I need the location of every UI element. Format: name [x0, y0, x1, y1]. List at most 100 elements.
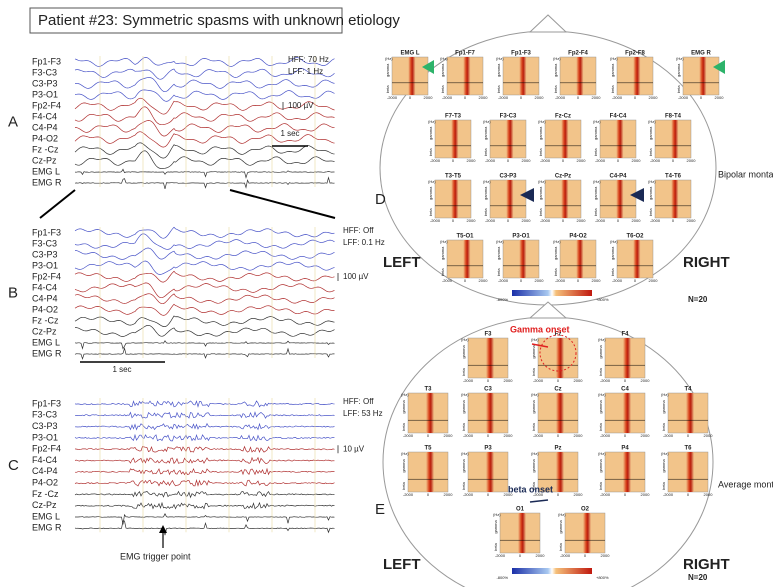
trace — [74, 445, 335, 453]
tile-tick: -2000 — [600, 378, 611, 383]
onset-circle — [539, 334, 577, 372]
tile-unit: (Hz) — [428, 179, 436, 184]
spectrogram-onset — [486, 338, 494, 378]
tile-label: T3-T5 — [445, 174, 462, 180]
tile-unit: (Hz) — [598, 392, 606, 397]
tile-label: Fz-Cz — [555, 114, 571, 120]
tile-tick: 2000 — [444, 433, 454, 438]
tile-tick: 2000 — [444, 492, 454, 497]
spectrogram-onset — [518, 513, 526, 553]
trace — [74, 478, 335, 487]
tile-label: Fp1-F3 — [511, 51, 531, 57]
tile-tick: 0 — [700, 95, 703, 100]
channel-label: F4-C4 — [32, 111, 57, 121]
tile-tick: 2000 — [522, 158, 532, 163]
tile-band: beta — [531, 422, 536, 431]
tile-tick: 0 — [687, 492, 690, 497]
tile-label: P3 — [484, 446, 492, 452]
time-label: 1 sec — [280, 129, 299, 138]
trace — [74, 120, 335, 137]
trace — [74, 131, 335, 148]
tile-label: P4-O2 — [569, 234, 587, 240]
trace — [75, 513, 335, 525]
tile-tick: 0 — [520, 95, 523, 100]
tile-band: gamma — [483, 186, 488, 200]
spectrogram-onset — [408, 57, 416, 95]
tile-label: T3 — [424, 387, 432, 393]
tile-tick: -2000 — [463, 433, 474, 438]
tile-band: beta — [531, 481, 536, 490]
tile-tick: -2000 — [463, 378, 474, 383]
tile-band: beta — [461, 422, 466, 431]
tile-label: F4 — [621, 332, 629, 338]
tile-unit: (Hz) — [593, 179, 601, 184]
tile-unit: (Hz) — [496, 239, 504, 244]
tile-tick: -2000 — [463, 492, 474, 497]
tile-label: Fp2-F8 — [625, 51, 645, 57]
tile-tick: 2000 — [479, 278, 489, 283]
tile-tick: 2000 — [467, 218, 477, 223]
tile-band: gamma — [531, 400, 536, 414]
tile-tick: 0 — [464, 95, 467, 100]
tile-unit: (Hz) — [483, 119, 491, 124]
spectrogram-onset — [556, 452, 564, 492]
channel-label: C3-P3 — [32, 78, 58, 88]
colorbar-label: -800% — [496, 297, 508, 302]
spectrogram-onset — [463, 57, 471, 95]
trace — [75, 324, 335, 337]
tile-band: beta — [593, 148, 598, 157]
tile-band: beta — [496, 85, 501, 94]
tile-label: T5 — [424, 446, 432, 452]
tile-tick: 0 — [624, 492, 627, 497]
spectrogram-onset — [671, 180, 679, 218]
trace — [74, 490, 335, 499]
channel-label: Fp1-F3 — [32, 398, 61, 408]
spectrogram-onset — [633, 240, 641, 278]
tile-unit: (Hz) — [610, 56, 618, 61]
channel-label: Fz -Cz — [32, 144, 59, 154]
channel-label: Fz -Cz — [32, 489, 59, 499]
trace — [74, 340, 335, 350]
tile-label: Pz — [554, 446, 561, 452]
channel-label: P4-O2 — [32, 133, 58, 143]
tile-tick: -2000 — [533, 378, 544, 383]
tile-band: beta — [648, 148, 653, 157]
tile-unit: (Hz) — [483, 179, 491, 184]
tile-unit: (Hz) — [593, 119, 601, 124]
nose — [528, 301, 568, 319]
channel-label: P3-O1 — [32, 432, 58, 442]
tile-label: F3-C3 — [500, 114, 517, 120]
tile-band: beta — [461, 367, 466, 376]
tile-unit: (Hz) — [461, 337, 469, 342]
tile-tick: -2000 — [600, 492, 611, 497]
tile-tick: 2000 — [574, 433, 584, 438]
tile-band: gamma — [531, 459, 536, 473]
spectrogram-onset — [633, 57, 641, 95]
tile-tick: 2000 — [632, 158, 642, 163]
tile-label: C3 — [484, 387, 492, 393]
tile-band: beta — [598, 422, 603, 431]
tile-band: beta — [440, 85, 445, 94]
tile-band: beta — [553, 85, 558, 94]
tile-tick: -2000 — [600, 433, 611, 438]
channel-label: C3-P3 — [32, 421, 58, 431]
tile-tick: 0 — [487, 492, 490, 497]
spectrogram-onset — [506, 120, 514, 158]
colorbar — [512, 290, 592, 296]
spectrogram-onset — [519, 57, 527, 95]
tile-band: beta — [593, 208, 598, 217]
tile-tick: -2000 — [540, 158, 551, 163]
spectrogram-onset — [426, 452, 434, 492]
tile-tick: 2000 — [574, 492, 584, 497]
tile-tick: 2000 — [535, 278, 545, 283]
trace — [74, 315, 335, 327]
tile-band: gamma — [598, 459, 603, 473]
tile-band: beta — [493, 542, 498, 551]
tile-band: beta — [496, 268, 501, 277]
side-label: LEFT — [383, 254, 421, 271]
tile-label: F7-T3 — [445, 114, 462, 120]
channel-label: F3-C3 — [32, 238, 57, 248]
tile-band: beta — [553, 268, 558, 277]
spectrogram-onset — [576, 240, 584, 278]
trace — [74, 233, 335, 250]
